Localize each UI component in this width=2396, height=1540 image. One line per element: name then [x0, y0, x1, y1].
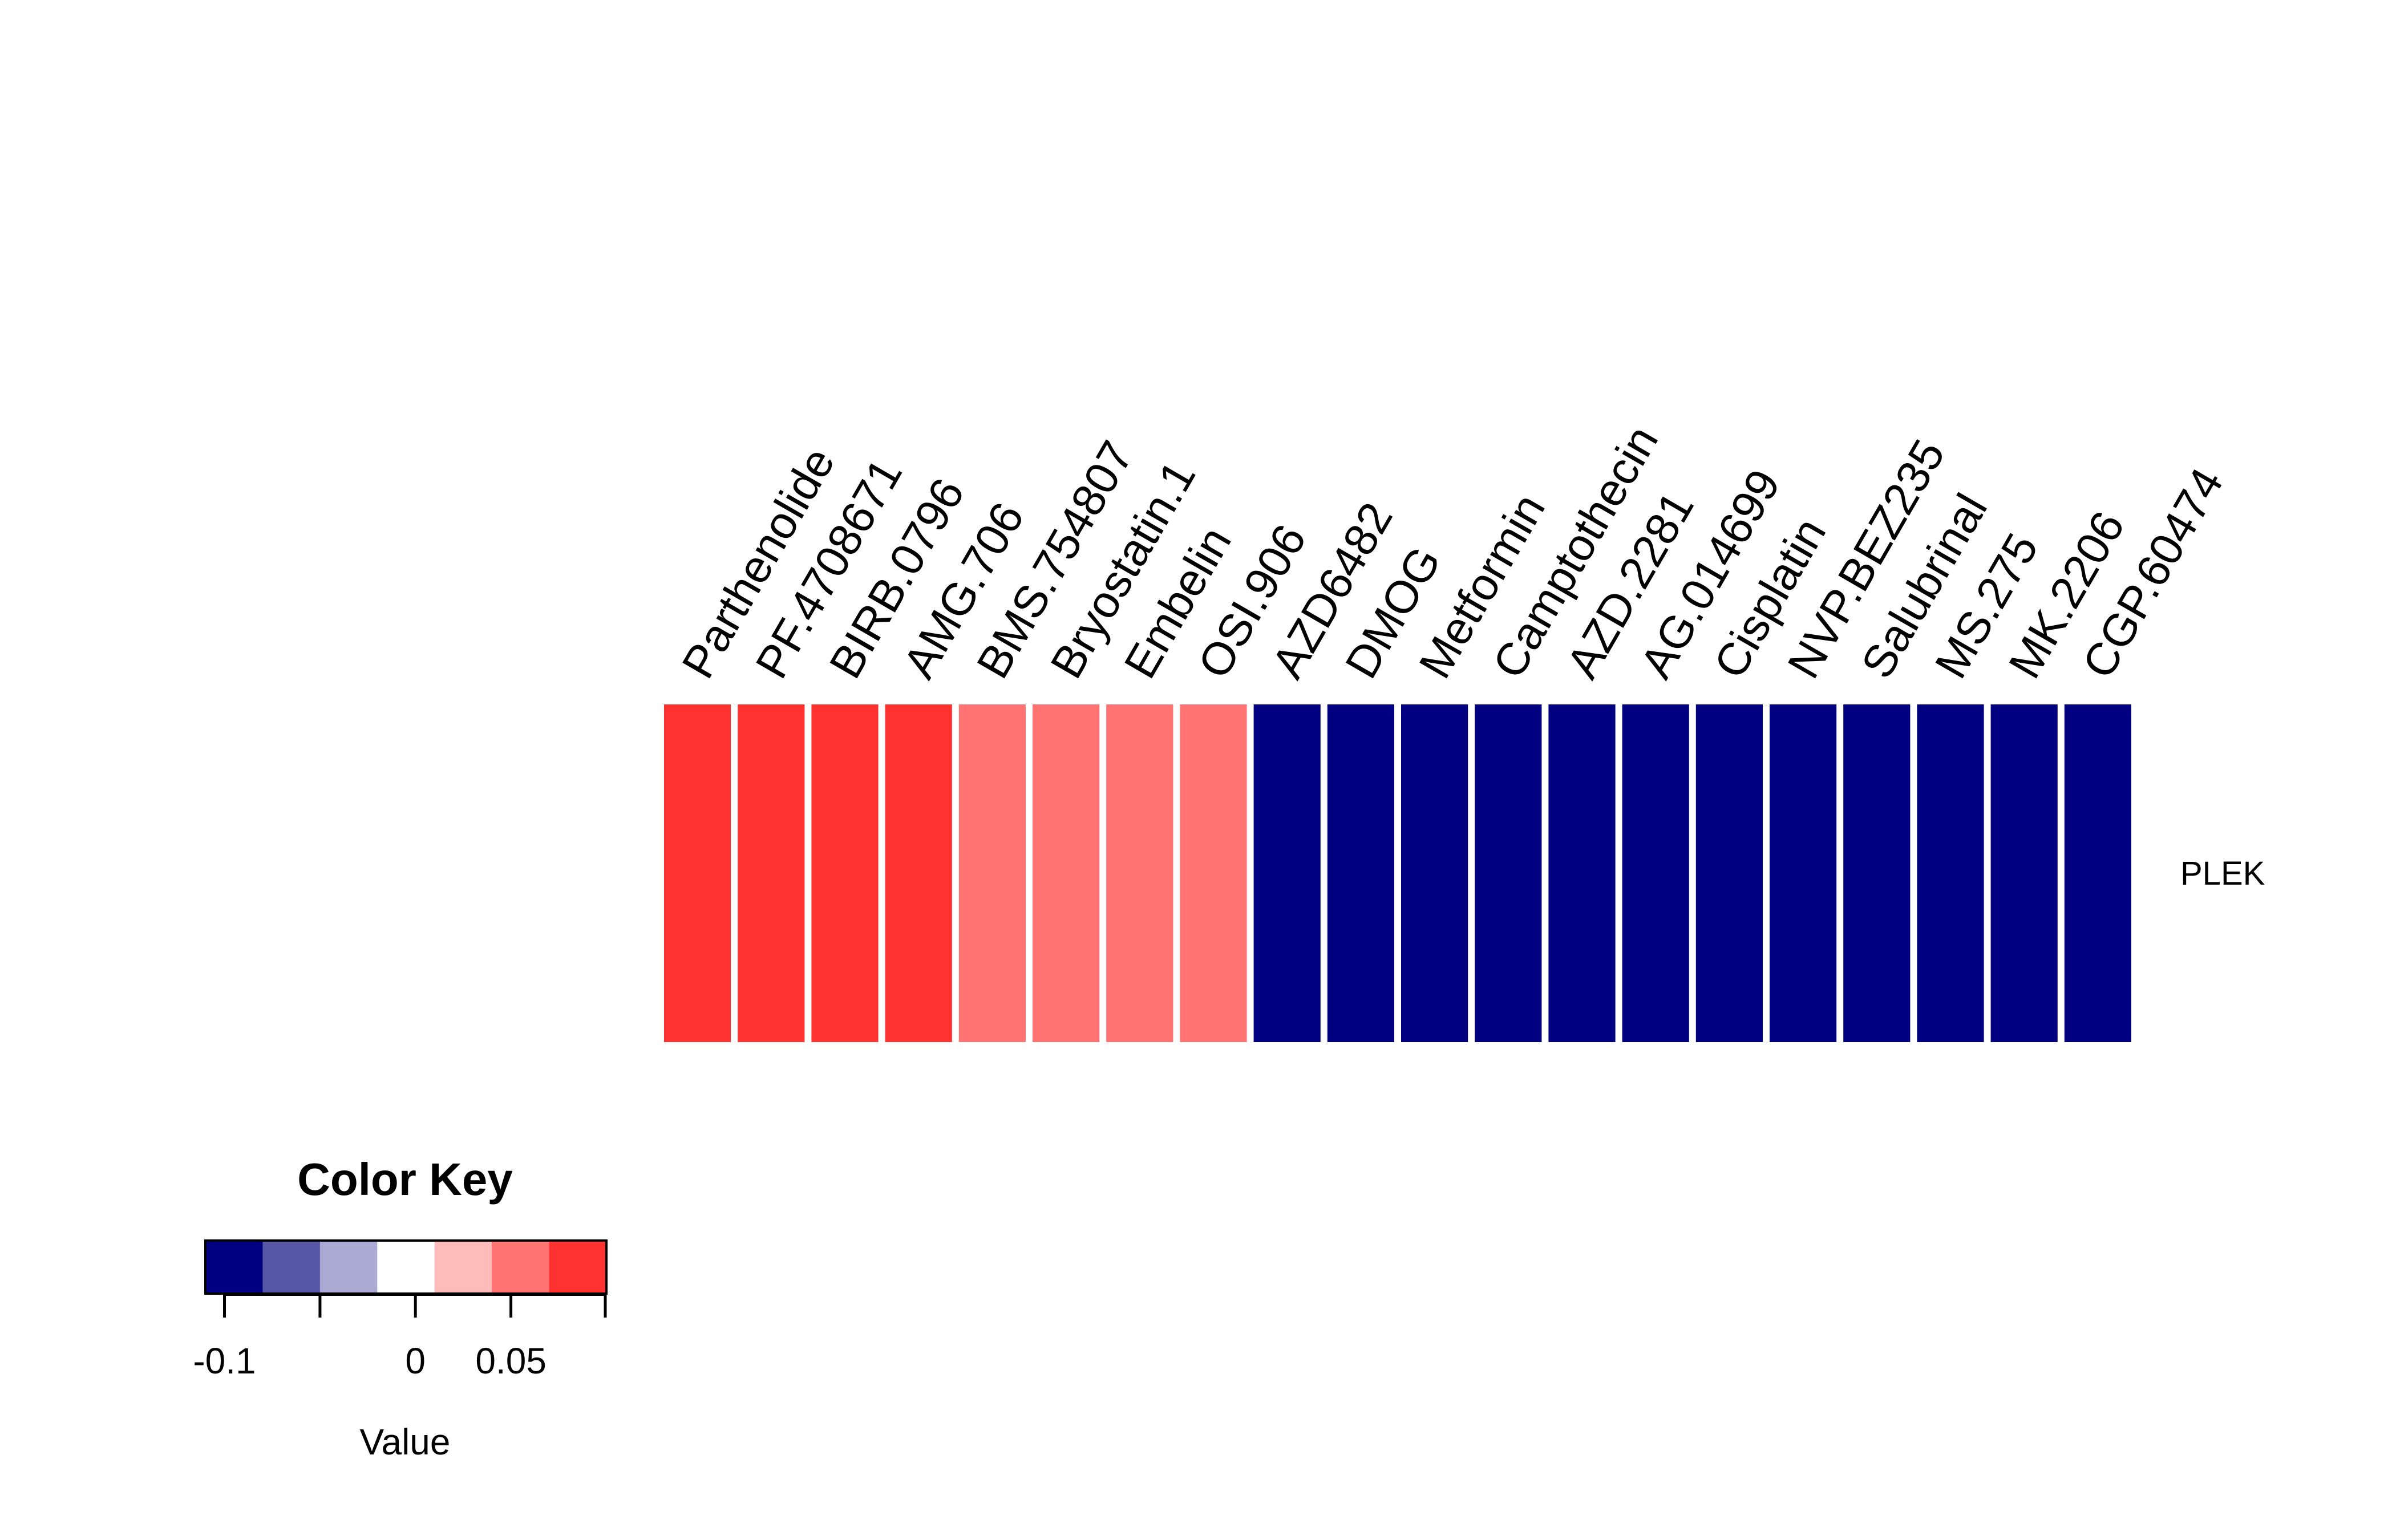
heatmap-cell: [811, 704, 879, 1042]
heatmap-cell: [1106, 704, 1173, 1042]
color-key-tick-label: 0.05: [475, 1340, 547, 1381]
heatmap-cell: [1253, 704, 1321, 1042]
heatmap-cell: [1622, 704, 1689, 1042]
color-key-bin: [377, 1241, 435, 1294]
heatmap-cell: [1180, 704, 1247, 1042]
heatmap-cell: [1401, 704, 1468, 1042]
column-labels: ParthenolidePF.4708671BIRB.0796AMG.706BM…: [672, 418, 2233, 687]
heatmap-cell: [958, 704, 1026, 1042]
heatmap-cell: [885, 704, 952, 1042]
heatmap-cells: [664, 704, 2131, 1042]
color-key-axis-label: Value: [360, 1421, 451, 1462]
color-key-ticks: -0.1 0 0.05: [193, 1294, 607, 1381]
color-key-bins: [205, 1241, 607, 1294]
color-key-bin: [434, 1241, 492, 1294]
heatmap-cell: [1475, 704, 1542, 1042]
heatmap-cell: [1990, 704, 2058, 1042]
heatmap-cell: [1327, 704, 1394, 1042]
color-key-bin: [205, 1241, 263, 1294]
heatmap-cell: [2064, 704, 2131, 1042]
color-key-bin: [492, 1241, 550, 1294]
heatmap-cell: [1770, 704, 1837, 1042]
row-labels: PLEK: [2180, 855, 2265, 892]
row-label: PLEK: [2180, 855, 2265, 892]
color-key-bin: [262, 1241, 321, 1294]
color-key-bin: [549, 1241, 607, 1294]
color-key-bin: [319, 1241, 378, 1294]
heatmap-cell: [1917, 704, 1984, 1042]
color-key-title: Color Key: [297, 1154, 513, 1205]
heatmap-cell: [1843, 704, 1911, 1042]
color-key-tick-label: -0.1: [193, 1340, 256, 1381]
heatmap-cell: [1695, 704, 1763, 1042]
heatmap-cell: [1548, 704, 1616, 1042]
color-key: Color Key -0.1 0 0.05 Value: [193, 1154, 608, 1462]
color-key-tick-label: 0: [405, 1340, 426, 1381]
heatmap-cell: [738, 704, 805, 1042]
heatmap-cell: [1033, 704, 1100, 1042]
heatmap-cell: [664, 704, 731, 1042]
